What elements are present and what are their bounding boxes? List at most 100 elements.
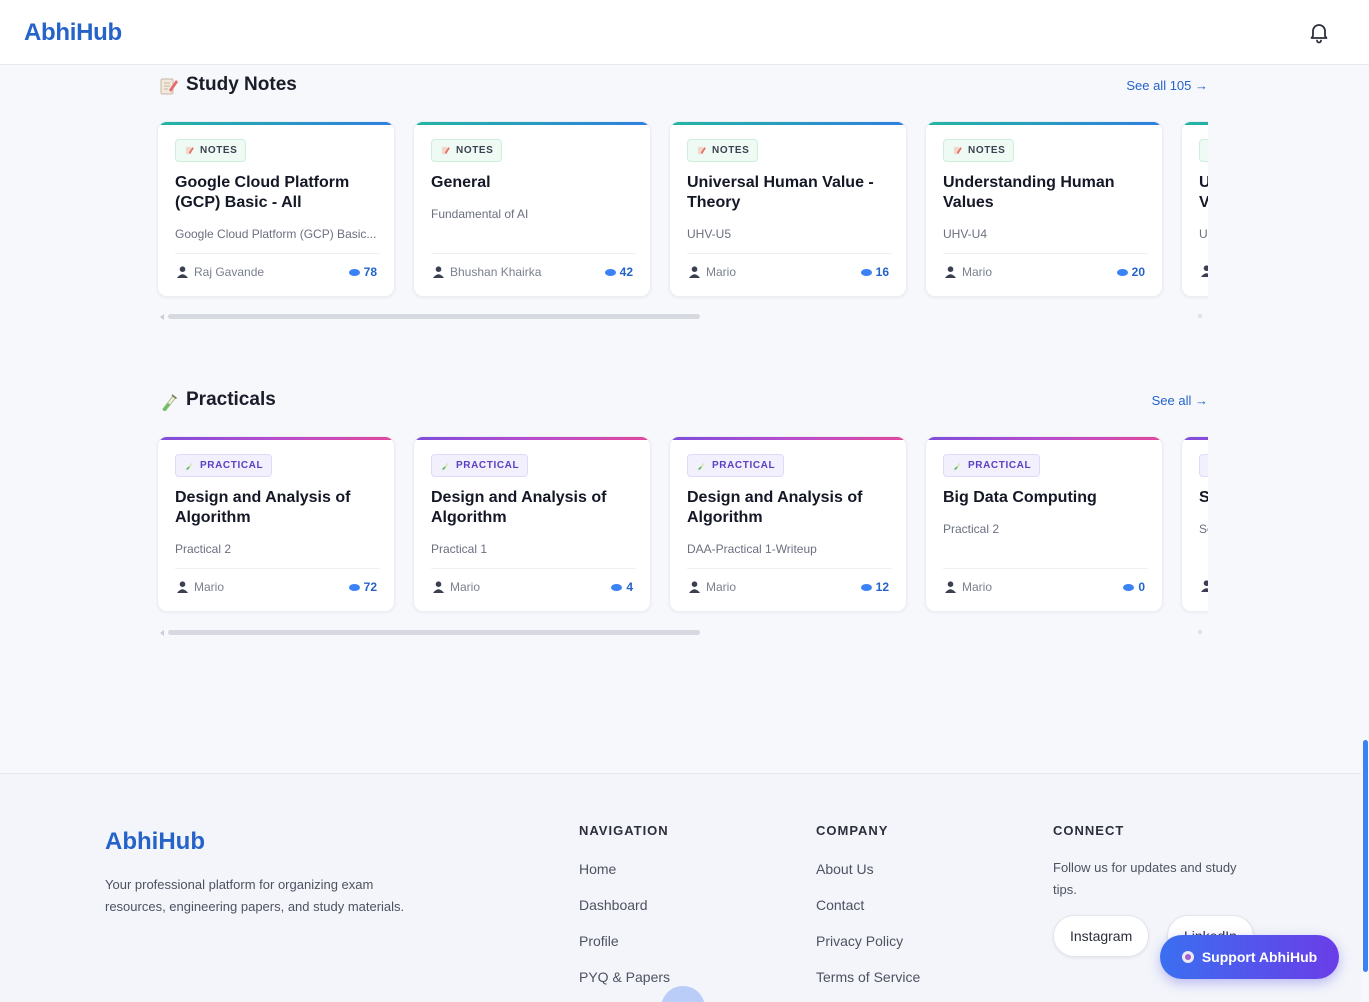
practical-card[interactable]: PRACTICAL Design and Analysis of Algorit… (669, 436, 907, 612)
study-notes-see-all-link[interactable]: See all 105 → (1126, 78, 1208, 93)
card-divider (943, 568, 1148, 569)
practical-card[interactable]: PRACTICAL Design and Analysis of Algorit… (413, 436, 651, 612)
practical-badge: PRACTICAL (175, 454, 273, 477)
eye-icon (348, 583, 360, 591)
support-abhihub-button[interactable]: Support AbhiHub (1160, 935, 1339, 979)
card-accent-bar (414, 437, 650, 440)
badge-label: NOTES (456, 145, 494, 156)
page-scrollbar-thumb[interactable] (1363, 740, 1368, 972)
bell-icon[interactable] (1307, 20, 1331, 44)
card-author: Mario (945, 265, 992, 279)
footer-link-about-us[interactable]: About Us (816, 861, 874, 877)
card-views: 4 (611, 580, 633, 594)
practical-card-title: Big Data Computing (943, 489, 1097, 506)
scroll-left-arrow-icon[interactable] (160, 314, 164, 320)
scroll-right-arrow-icon[interactable] (1198, 314, 1202, 318)
card-divider (943, 253, 1148, 254)
practical-card[interactable]: PRACTICAL S Sc (1181, 436, 1208, 612)
test-tube-icon (953, 462, 962, 470)
card-views: 72 (348, 580, 377, 594)
footer-link-privacy-policy[interactable]: Privacy Policy (816, 933, 904, 949)
card-views: 20 (1116, 265, 1145, 279)
practical-card-subtitle: Practical 2 (175, 542, 232, 556)
card-accent-bar (670, 122, 906, 125)
study-notes-horizontal-scrollbar[interactable] (160, 312, 1206, 320)
instagram-button[interactable]: Instagram (1053, 915, 1150, 957)
practical-card-title: Design and Analysis of Algorithm (175, 489, 351, 526)
note-card-title: General (431, 174, 491, 191)
memo-icon (160, 78, 178, 95)
views-count: 4 (626, 580, 633, 594)
footer-link-profile[interactable]: Profile (579, 933, 619, 949)
card-accent-bar (1182, 122, 1208, 125)
eye-icon (604, 268, 616, 276)
card-author: Bhushan Khairka (433, 265, 541, 279)
scrollbar-thumb[interactable] (168, 314, 700, 319)
footer-description: Your professional platform for organizin… (105, 877, 405, 914)
note-card[interactable]: NOTES U V U (1181, 121, 1208, 297)
eye-icon (1123, 583, 1135, 591)
practical-card-subtitle: DAA-Practical 1-Writeup (687, 542, 817, 556)
note-card-subtitle: Fundamental of AI (431, 207, 529, 221)
study-notes-card-row[interactable]: NOTES Google Cloud Platform (GCP) Basic … (156, 121, 1208, 301)
top-bar: AbhiHub (0, 0, 1369, 65)
footer-link-pyq-papers[interactable]: PYQ & Papers (579, 969, 671, 985)
footer-link-contact[interactable]: Contact (816, 897, 865, 913)
footer-company-column: COMPANY About Us Contact Privacy Policy … (816, 823, 920, 985)
practicals-title: Practicals (186, 389, 276, 410)
practical-badge: PRACTICAL (1199, 454, 1208, 477)
card-views: 16 (860, 265, 889, 279)
footer-link-dashboard[interactable]: Dashboard (579, 897, 648, 913)
card-divider (687, 568, 892, 569)
memo-icon (185, 146, 194, 155)
scroll-to-top-button[interactable] (661, 986, 705, 1002)
author-name: Bhushan Khairka (450, 265, 542, 279)
scrollbar-thumb[interactable] (168, 630, 700, 635)
app-logo[interactable]: AbhiHub (24, 19, 122, 46)
card-accent-bar (926, 437, 1162, 440)
note-card[interactable]: NOTES Understanding Human Values UHV-U4 … (925, 121, 1163, 297)
footer-link-terms-of-service[interactable]: Terms of Service (816, 969, 921, 985)
practicals-see-all-link[interactable]: See all → (1151, 393, 1208, 408)
footer-connect-title: CONNECT (1053, 823, 1125, 838)
page-scrollbar-track[interactable] (1361, 65, 1369, 1002)
notes-badge: NOTES (1199, 139, 1208, 162)
scroll-right-arrow-icon[interactable] (1198, 630, 1202, 634)
footer-link-home[interactable]: Home (579, 861, 617, 877)
scroll-left-arrow-icon[interactable] (160, 630, 164, 636)
practical-card-subtitle: Sc (1199, 522, 1208, 536)
user-icon (945, 581, 956, 593)
practicals-horizontal-scrollbar[interactable] (160, 628, 1206, 636)
card-divider (431, 253, 636, 254)
card-divider (175, 253, 380, 254)
notes-badge: NOTES (687, 139, 759, 162)
card-views: 0 (1123, 580, 1145, 594)
note-card[interactable]: NOTES Google Cloud Platform (GCP) Basic … (157, 121, 395, 297)
footer-connect-text: Follow us for updates and study tips. (1053, 860, 1237, 897)
study-notes-header: Study Notes See all 105 → (160, 72, 1208, 102)
practical-badge: PRACTICAL (431, 454, 529, 477)
card-author: Mario (689, 580, 736, 594)
card-views: 78 (348, 265, 377, 279)
badge-label: NOTES (968, 145, 1006, 156)
practical-card[interactable]: PRACTICAL Big Data Computing Practical 2… (925, 436, 1163, 612)
badge-label: NOTES (200, 145, 238, 156)
card-divider (175, 568, 380, 569)
note-card[interactable]: NOTES Universal Human Value - Theory UHV… (669, 121, 907, 297)
card-author: Mario (689, 265, 736, 279)
footer-logo[interactable]: AbhiHub (105, 828, 205, 855)
test-tube-icon (185, 462, 194, 470)
card-accent-bar (158, 437, 394, 440)
eye-icon (1116, 268, 1128, 276)
practical-card[interactable]: PRACTICAL Design and Analysis of Algorit… (157, 436, 395, 612)
author-name: Raj Gavande (194, 265, 265, 279)
views-count: 42 (619, 265, 633, 279)
author-name: Mario (962, 580, 993, 594)
memo-icon (953, 146, 962, 155)
test-tube-icon (441, 462, 450, 470)
notes-badge: NOTES (431, 139, 503, 162)
author-name: Mario (706, 265, 737, 279)
test-tube-icon (697, 462, 706, 470)
practicals-card-row[interactable]: PRACTICAL Design and Analysis of Algorit… (156, 436, 1208, 616)
note-card[interactable]: NOTES General Fundamental of AI Bhushan … (413, 121, 651, 297)
